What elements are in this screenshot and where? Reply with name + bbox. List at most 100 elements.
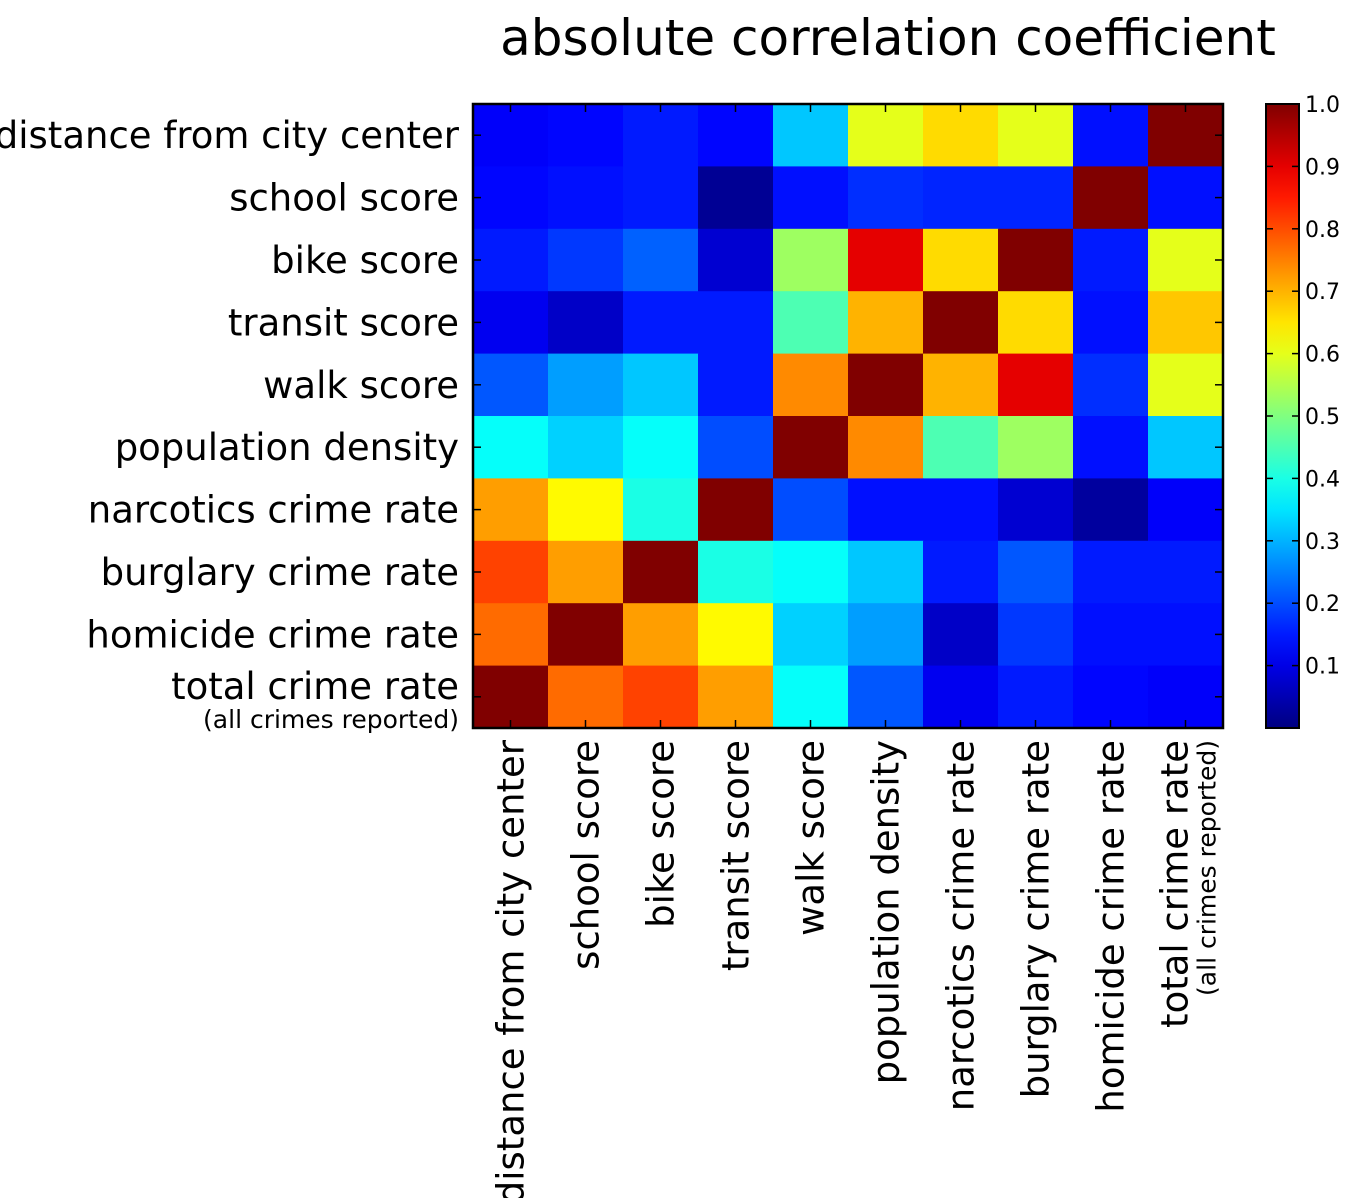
column-label: school score	[565, 740, 608, 970]
heatmap-cell	[698, 603, 774, 667]
heatmap-cell	[1073, 291, 1149, 355]
row-label: transit score	[228, 301, 459, 344]
column-sublabel: (all crimes reported)	[1193, 740, 1222, 996]
heatmap-cell	[1148, 291, 1224, 355]
heatmap-cell	[623, 603, 699, 667]
row-label: school score	[229, 177, 459, 220]
heatmap-cell	[1148, 166, 1224, 230]
heatmap-cell	[548, 416, 624, 479]
column-label: homicide crime rate	[1090, 740, 1133, 1113]
heatmap-cell	[923, 104, 999, 167]
chart-title: absolute correlation coefficient	[500, 9, 1276, 67]
column-label: walk score	[790, 740, 833, 936]
heatmap-cell	[998, 540, 1074, 604]
column-labels: distance from city center school score bik…	[490, 739, 1222, 1198]
heatmap-cell	[848, 416, 924, 479]
column-label: narcotics crime rate	[940, 740, 983, 1111]
heatmap-cell	[698, 353, 774, 417]
heatmap-cell	[773, 478, 849, 542]
colorbar-ticks: 0.1 0.2 0.3 0.4 0.5 0.6 0.7 0.8 0.9 1.0	[1266, 93, 1340, 680]
heatmap-cell	[773, 603, 849, 667]
heatmap-cell	[773, 291, 849, 355]
colorbar-tick-label: 0.1	[1305, 655, 1340, 680]
heatmap-cell	[923, 416, 999, 479]
heatmap-cell	[848, 540, 924, 604]
axis-ticks	[473, 104, 1223, 728]
heatmap-cell	[548, 540, 624, 604]
heatmap-cell	[1148, 228, 1224, 292]
heatmap-cell	[1148, 104, 1224, 167]
heatmap-cell	[623, 353, 699, 417]
heatmap-cell	[473, 291, 549, 355]
heatmap-cell	[1073, 166, 1149, 230]
row-label: total crime rate	[171, 665, 459, 708]
heatmap-cell	[1073, 228, 1149, 292]
heatmap-cell	[998, 353, 1074, 417]
row-label: homicide crime rate	[86, 613, 459, 656]
heatmap-cell	[623, 665, 699, 729]
heatmap-cell	[1073, 416, 1149, 479]
heatmap-cell	[923, 353, 999, 417]
column-label: population density	[865, 740, 908, 1084]
heatmap-cell	[1073, 104, 1149, 167]
heatmap-cell	[698, 665, 774, 729]
heatmap-cell	[998, 291, 1074, 355]
heatmap-cell	[548, 603, 624, 667]
heatmap-cell	[998, 166, 1074, 230]
column-label: transit score	[715, 740, 758, 971]
heatmap-cell	[773, 540, 849, 604]
heatmap-cell	[923, 478, 999, 542]
heatmap-cell	[848, 228, 924, 292]
heatmap-cell	[548, 353, 624, 417]
heatmap-cell	[923, 166, 999, 230]
row-sublabel: (all crimes reported)	[203, 705, 459, 734]
heatmap-cell	[923, 665, 999, 729]
colorbar-tick-label: 0.4	[1305, 467, 1340, 492]
row-labels: distance from city center school score bik…	[0, 114, 460, 734]
heatmap-cell	[548, 478, 624, 542]
heatmap-cell	[923, 291, 999, 355]
heatmap-cell	[473, 353, 549, 417]
heatmap-cell	[848, 478, 924, 542]
colorbar-tick-label: 0.3	[1305, 530, 1340, 555]
heatmap-cell	[473, 603, 549, 667]
heatmap-cell	[1148, 353, 1224, 417]
colorbar-tick-label: 0.7	[1305, 280, 1340, 305]
heatmap-cell	[548, 104, 624, 167]
heatmap-cell	[998, 478, 1074, 542]
heatmap-cell	[623, 540, 699, 604]
heatmap-cell	[1073, 540, 1149, 604]
plot-frame	[471, 102, 1225, 730]
heatmap-cell	[698, 416, 774, 479]
heatmap-cell	[1148, 665, 1224, 729]
heatmap-cell	[473, 540, 549, 604]
heatmap-cell	[623, 104, 699, 167]
heatmap-cell	[848, 104, 924, 167]
heatmap-cell	[473, 478, 549, 542]
row-label: burglary crime rate	[101, 551, 459, 594]
heatmap-cell	[698, 291, 774, 355]
column-label: total crime rate	[1154, 740, 1197, 1028]
heatmap-cell	[698, 478, 774, 542]
heatmap-cells	[473, 104, 1224, 729]
heatmap-cell	[698, 228, 774, 292]
heatmap-cell	[623, 166, 699, 230]
heatmap-cell	[548, 291, 624, 355]
heatmap-cell	[1073, 478, 1149, 542]
column-label: distance from city center	[490, 739, 533, 1198]
colorbar-tick-label: 1.0	[1305, 93, 1340, 118]
heatmap-cell	[998, 603, 1074, 667]
heatmap-cell	[623, 291, 699, 355]
heatmap-cell	[473, 104, 549, 167]
row-label: distance from city center	[0, 114, 460, 157]
heatmap-cell	[773, 228, 849, 292]
heatmap-cell	[848, 353, 924, 417]
row-label: population density	[115, 426, 459, 469]
row-label: bike score	[271, 239, 459, 282]
heatmap-cell	[473, 665, 549, 729]
heatmap-cell	[923, 540, 999, 604]
heatmap-cell	[773, 166, 849, 230]
heatmap-cell	[1148, 540, 1224, 604]
heatmap-cell	[1073, 603, 1149, 667]
heatmap-cell	[548, 665, 624, 729]
